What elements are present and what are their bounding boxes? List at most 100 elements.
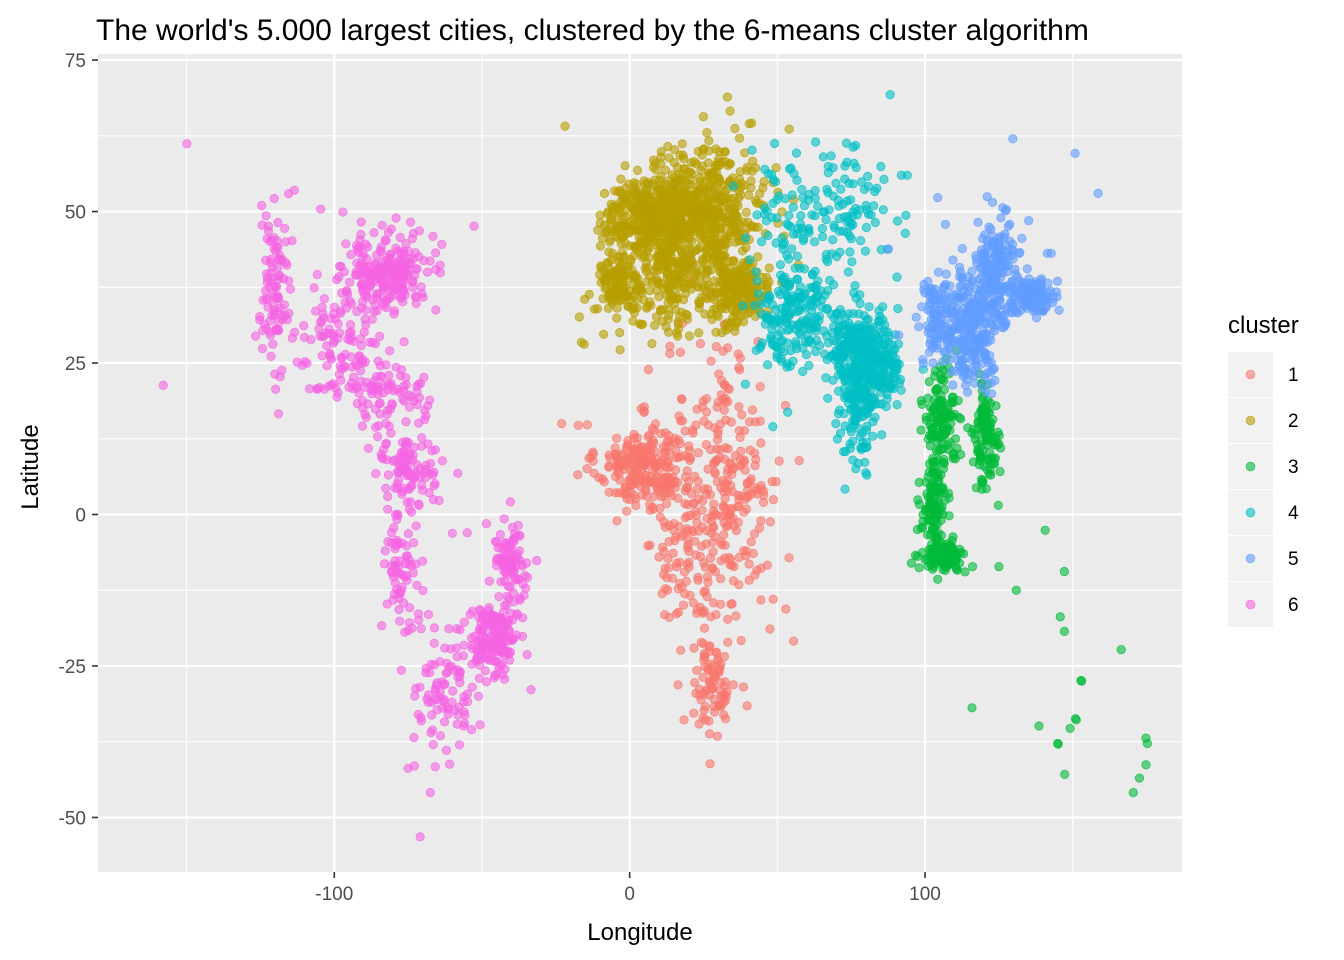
data-point [768, 421, 778, 432]
data-point [749, 529, 760, 539]
data-point [673, 331, 683, 341]
data-point [348, 372, 359, 382]
data-point [840, 161, 850, 171]
data-point [817, 223, 828, 234]
data-point [702, 212, 712, 222]
data-point [745, 255, 755, 265]
data-point [902, 170, 912, 180]
data-point [369, 306, 379, 316]
data-point [948, 255, 958, 265]
data-point [385, 346, 395, 356]
data-point [1007, 282, 1017, 292]
data-point [811, 312, 821, 322]
data-point [680, 498, 690, 509]
data-point [698, 112, 709, 122]
data-point [357, 403, 368, 413]
data-point [626, 226, 636, 237]
data-point [810, 266, 820, 276]
data-point [345, 296, 355, 306]
data-point [772, 349, 782, 360]
data-point [598, 293, 608, 304]
data-point [734, 133, 745, 143]
data-point [982, 260, 992, 270]
data-point [707, 282, 717, 292]
data-point [692, 268, 702, 278]
data-point [850, 203, 861, 214]
data-point [718, 180, 728, 190]
data-point [622, 487, 632, 497]
data-point [269, 193, 279, 204]
data-point [430, 479, 440, 489]
data-point [739, 507, 749, 517]
data-point [665, 348, 675, 359]
data-point [707, 314, 717, 324]
data-point [625, 256, 636, 267]
data-point [982, 192, 992, 202]
data-point [702, 252, 713, 262]
data-point [614, 268, 624, 278]
data-point [602, 225, 613, 235]
data-point [669, 157, 679, 168]
data-point [374, 399, 384, 409]
data-point [734, 402, 744, 412]
data-point [584, 289, 594, 299]
data-point [699, 623, 710, 633]
data-point [724, 510, 734, 520]
data-point [932, 323, 942, 334]
data-point [734, 174, 745, 184]
data-point [422, 694, 432, 704]
data-point [504, 546, 514, 557]
data-point [680, 164, 690, 174]
data-point [586, 452, 596, 462]
data-point [711, 510, 721, 520]
data-point [735, 190, 746, 200]
data-point [612, 516, 622, 526]
data-point [1034, 721, 1044, 731]
data-point [707, 537, 718, 548]
data-point [870, 217, 880, 228]
data-point [448, 686, 458, 696]
data-point [781, 313, 791, 323]
data-point [634, 319, 645, 329]
data-point [844, 336, 854, 346]
data-point [670, 172, 680, 183]
data-point [823, 393, 833, 403]
data-point [930, 366, 941, 376]
data-point [938, 457, 949, 468]
data-point [718, 475, 728, 485]
data-point [345, 277, 355, 287]
data-point [720, 320, 730, 331]
data-point [698, 672, 708, 682]
data-point [1008, 134, 1018, 144]
data-point [635, 470, 645, 480]
data-point [617, 247, 627, 257]
data-point [383, 491, 393, 502]
data-point [775, 260, 786, 270]
data-point [714, 369, 724, 379]
data-point [272, 294, 282, 304]
data-point [681, 576, 691, 587]
data-point [925, 288, 935, 298]
data-point [818, 152, 829, 162]
data-point [412, 381, 422, 391]
data-point [842, 364, 852, 374]
data-point [856, 177, 867, 187]
data-point [689, 227, 699, 237]
data-point [373, 356, 383, 366]
data-point [317, 302, 327, 312]
data-point [600, 284, 610, 294]
data-point [629, 272, 639, 282]
data-point [589, 304, 600, 314]
data-point [636, 446, 646, 456]
data-point [725, 194, 735, 204]
data-point [401, 417, 411, 427]
data-point [708, 547, 718, 557]
data-point [328, 331, 339, 341]
data-point [382, 409, 392, 419]
data-point [750, 448, 760, 458]
data-point [991, 401, 1001, 411]
data-point [950, 434, 961, 444]
data-point [604, 461, 614, 471]
data-point [422, 267, 433, 277]
data-point [384, 421, 394, 431]
